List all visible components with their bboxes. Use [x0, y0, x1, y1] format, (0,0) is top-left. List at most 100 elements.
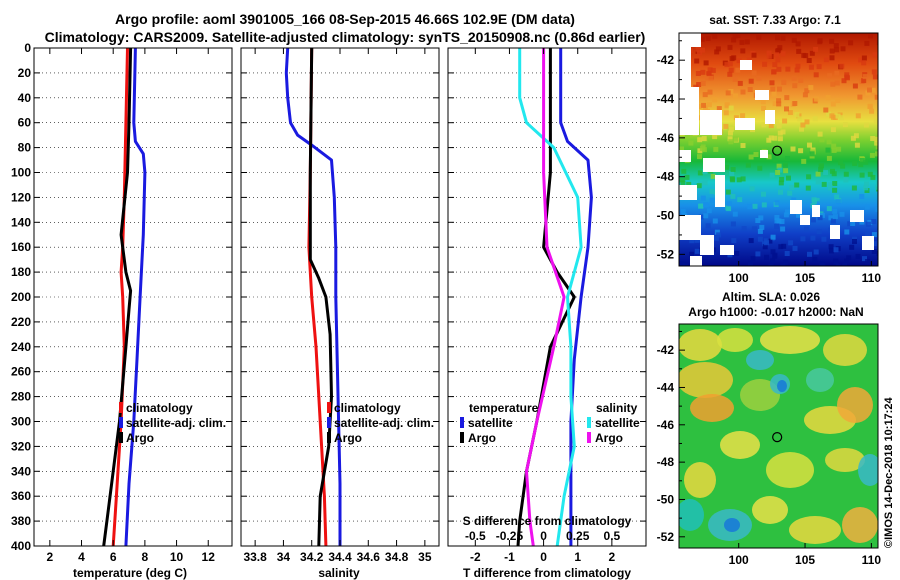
legend-climatology-swatch	[327, 402, 331, 413]
map-x-tick-label: 105	[795, 553, 815, 567]
legend-t-satellite-label: satellite	[468, 416, 513, 430]
x-tick-label: 2	[46, 550, 53, 564]
legend-climatology-swatch	[119, 402, 123, 413]
x-tick-label: 12	[202, 550, 216, 564]
y-tick-label: 0	[24, 41, 31, 55]
x-tick-label: 8	[142, 550, 149, 564]
salinity-xlabel: salinity	[318, 566, 360, 580]
difference-axes-box	[447, 47, 647, 547]
legend-satellite-swatch	[119, 417, 123, 428]
map-y-tick-label: -50	[657, 209, 675, 223]
x-tick-label: -1	[504, 550, 515, 564]
legend-t-argo-label: Argo	[468, 431, 496, 445]
map-y-tick-label: -52	[657, 247, 675, 261]
sla-map-title-line2: Argo h1000: -0.017 h2000: NaN	[688, 305, 863, 319]
map-y-tick-label: -42	[657, 343, 675, 357]
legend-salinity-title: salinity	[596, 401, 638, 415]
legend-temperature-title: temperature	[469, 401, 539, 415]
sla-map-title-line1: Altim. SLA: 0.026	[722, 290, 820, 304]
x-tick-label: 34.4	[328, 550, 352, 564]
difference-xlabel2: S difference from climatology	[463, 514, 632, 528]
series-line-t-satellite	[559, 48, 593, 546]
legend-s-argo-label: Argo	[595, 431, 623, 445]
series-line-satellite-adj-clim-	[124, 47, 147, 547]
sst-map-frame	[678, 32, 879, 267]
x2-tick-label: -0.5	[465, 529, 486, 543]
x-tick-label: -2	[470, 550, 481, 564]
series-line-s-satellite	[518, 48, 583, 547]
legend-s-satellite-swatch	[587, 417, 591, 428]
legend-argo-swatch	[327, 432, 331, 443]
x-tick-label: 10	[170, 550, 184, 564]
difference-legend: temperature satellite Argo salinity sate…	[460, 401, 640, 445]
x-tick-label: 0	[540, 550, 547, 564]
sla-map-frame	[678, 323, 879, 549]
legend-satellite-label: satellite-adj. clim.	[126, 416, 226, 430]
legend-climatology-label: climatology	[334, 401, 401, 415]
sla-map: Altim. SLA: 0.026 Argo h1000: -0.017 h20…	[657, 290, 882, 567]
series-line-argo	[308, 47, 333, 547]
title-line1: Argo profile: aoml 3901005_166 08-Sep-20…	[115, 11, 575, 27]
temperature-axes-box	[33, 47, 233, 547]
y-tick-label: 380	[11, 514, 31, 528]
y-tick-label: 40	[18, 91, 32, 105]
y-tick-label: 340	[11, 464, 31, 478]
legend-argo-swatch	[119, 432, 123, 443]
map-y-tick-label: -46	[657, 131, 675, 145]
map-x-tick-label: 110	[862, 271, 882, 285]
salinity-panel: 33.8 34 34.2 34.4 34.6 34.8 35 salinity climat…	[240, 47, 440, 580]
argo-location-marker	[772, 145, 783, 156]
map-x-tick-label: 100	[729, 271, 749, 285]
map-x-tick-label: 105	[795, 271, 815, 285]
y-tick-label: 60	[18, 116, 32, 130]
y-tick-label: 240	[11, 340, 31, 354]
imos-credit: ©IMOS 14-Dec-2018 10:17:24	[883, 397, 895, 548]
y-tick-label: 320	[11, 439, 31, 453]
y-tick-label: 360	[11, 489, 31, 503]
x-tick-label: 34.2	[300, 550, 324, 564]
x-tick-label: 4	[78, 550, 85, 564]
y-tick-label: 300	[11, 415, 31, 429]
map-y-tick-label: -48	[657, 455, 675, 469]
temperature-xlabel: temperature (deg C)	[73, 566, 187, 580]
map-y-tick-label: -52	[657, 530, 675, 544]
map-y-tick-label: -48	[657, 170, 675, 184]
map-x-tick-label: 110	[862, 553, 882, 567]
salinity-legend: climatology satellite-adj. clim. Argo	[327, 401, 434, 445]
legend-t-satellite-swatch	[460, 417, 464, 428]
legend-s-argo-swatch	[587, 432, 591, 443]
map-y-tick-label: -50	[657, 492, 675, 506]
legend-climatology-label: climatology	[126, 401, 193, 415]
y-tick-label: 280	[11, 390, 31, 404]
temperature-panel: 0 20 40 60 80 100 120 140 160 180 200 220 240 260 280 3…	[11, 41, 233, 580]
y-tick-label: 260	[11, 365, 31, 379]
difference-xlabel: T difference from climatology	[463, 566, 631, 580]
legend-s-satellite-label: satellite	[595, 416, 640, 430]
y-tick-label: 100	[11, 166, 31, 180]
x2-tick-label: 0.5	[604, 529, 621, 543]
x2-tick-label: 0	[540, 529, 547, 543]
series-line-argo	[102, 47, 133, 547]
y-tick-label: 220	[11, 315, 31, 329]
map-y-tick-label: -42	[657, 53, 675, 67]
difference-panel: -2 -1 0 1 2 -0.5 -0.25 0 0.25 0.5 T difference fr…	[447, 47, 647, 580]
x-tick-label: 35	[418, 550, 432, 564]
argo-location-marker	[772, 432, 783, 443]
x-tick-label: 34	[277, 550, 291, 564]
map-y-tick-label: -46	[657, 418, 675, 432]
salinity-axes-box	[240, 47, 440, 547]
x-tick-label: 6	[110, 550, 117, 564]
map-y-tick-label: -44	[657, 380, 675, 394]
x-tick-label: 34.6	[357, 550, 381, 564]
map-y-tick-label: -44	[657, 92, 675, 106]
series-line-climatology	[111, 47, 129, 547]
temperature-legend: climatology satellite-adj. clim. Argo	[119, 401, 226, 445]
sst-missing-data	[679, 33, 874, 266]
x-tick-label: 2	[609, 550, 616, 564]
sst-map-title: sat. SST: 7.33 Argo: 7.1	[709, 13, 841, 27]
series-line-s-argo	[525, 48, 566, 547]
x-tick-label: 1	[574, 550, 581, 564]
sla-field-anomalies	[679, 326, 878, 544]
y-tick-label: 400	[11, 539, 31, 553]
